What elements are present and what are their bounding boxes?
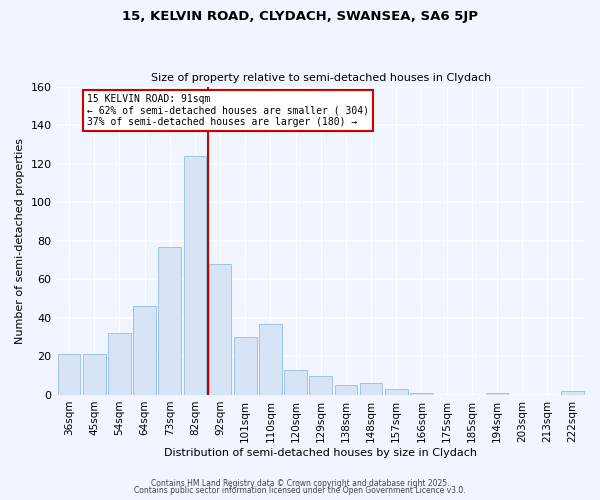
X-axis label: Distribution of semi-detached houses by size in Clydach: Distribution of semi-detached houses by … (164, 448, 477, 458)
Bar (108, 334, 131, 395)
Bar (158, 246, 181, 395)
Bar (184, 156, 206, 395)
Title: Size of property relative to semi-detached houses in Clydach: Size of property relative to semi-detach… (151, 73, 491, 83)
Bar (335, 386, 357, 395)
Bar (234, 337, 257, 395)
Bar (133, 306, 156, 395)
Text: Contains public sector information licensed under the Open Government Licence v3: Contains public sector information licen… (134, 486, 466, 495)
Bar (360, 384, 382, 395)
Bar (259, 324, 282, 395)
Bar (58, 354, 80, 395)
Text: Contains HM Land Registry data © Crown copyright and database right 2025.: Contains HM Land Registry data © Crown c… (151, 478, 449, 488)
Bar (561, 391, 584, 395)
Text: 15, KELVIN ROAD, CLYDACH, SWANSEA, SA6 5JP: 15, KELVIN ROAD, CLYDACH, SWANSEA, SA6 5… (122, 10, 478, 23)
Bar (310, 376, 332, 395)
Y-axis label: Number of semi-detached properties: Number of semi-detached properties (15, 138, 25, 344)
Bar (385, 389, 407, 395)
Text: 15 KELVIN ROAD: 91sqm
← 62% of semi-detached houses are smaller ( 304)
37% of se: 15 KELVIN ROAD: 91sqm ← 62% of semi-deta… (87, 94, 369, 128)
Bar (485, 393, 508, 395)
Bar (284, 370, 307, 395)
Bar (83, 354, 106, 395)
Bar (410, 393, 433, 395)
Bar (209, 264, 232, 395)
